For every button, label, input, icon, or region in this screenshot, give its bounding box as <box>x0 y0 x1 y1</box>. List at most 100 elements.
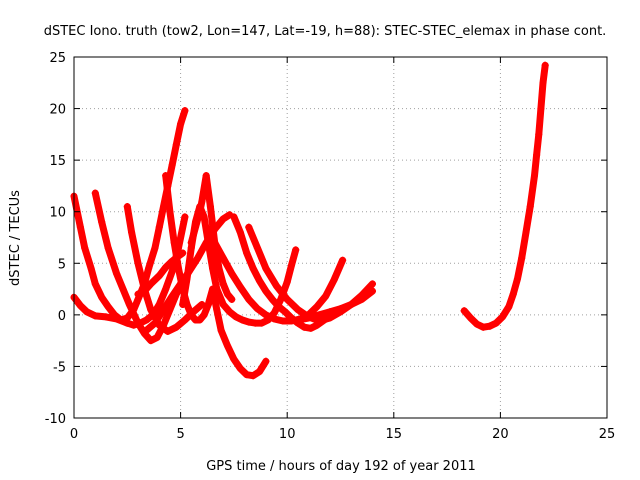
data-point <box>305 314 313 322</box>
y-tick-label: 25 <box>49 51 66 66</box>
data-point <box>145 264 153 272</box>
data-point <box>151 319 159 327</box>
data-point <box>196 316 204 324</box>
data-point <box>287 261 295 269</box>
data-point <box>273 282 281 290</box>
data-point <box>119 285 127 293</box>
data-point <box>102 313 110 321</box>
data-point <box>170 239 178 247</box>
y-tick-label: 5 <box>58 257 66 272</box>
data-point <box>198 197 206 205</box>
data-point <box>522 228 530 236</box>
data-point <box>283 295 291 303</box>
data-point <box>535 130 543 138</box>
data-point <box>307 324 315 332</box>
data-point <box>128 228 136 236</box>
data-point <box>326 308 334 316</box>
data-point <box>537 105 545 113</box>
data-point <box>187 239 195 247</box>
data-point <box>230 355 238 363</box>
data-point <box>251 319 259 327</box>
data-point <box>134 319 142 327</box>
data-point <box>268 295 276 303</box>
data-point <box>104 244 112 252</box>
data-series <box>294 287 376 324</box>
data-point <box>91 312 99 320</box>
data-point <box>147 306 155 314</box>
data-point <box>315 317 323 325</box>
series-trace <box>91 189 185 345</box>
data-point <box>87 264 95 272</box>
data-point <box>258 319 266 327</box>
data-point <box>104 303 112 311</box>
data-series <box>460 61 549 331</box>
x-tick-label: 15 <box>386 427 403 442</box>
data-point <box>518 254 526 262</box>
data-point <box>160 306 168 314</box>
data-point <box>262 287 270 295</box>
data-point <box>255 368 263 376</box>
data-point <box>539 79 547 87</box>
data-point <box>172 323 180 331</box>
y-axis: -10 -5 0 5 10 15 20 25 <box>45 51 607 427</box>
data-point <box>249 372 257 380</box>
data-point <box>198 301 206 309</box>
x-axis: 0 5 10 15 20 25 <box>70 57 615 442</box>
data-point <box>358 295 366 303</box>
y-tick-label: 15 <box>49 154 66 169</box>
y-tick-label: 20 <box>49 103 66 118</box>
data-point <box>117 316 125 324</box>
data-point <box>123 203 131 211</box>
data-point <box>368 287 376 295</box>
data-point <box>130 306 138 314</box>
data-point <box>230 213 238 221</box>
data-point <box>509 290 517 298</box>
data-series <box>108 107 189 324</box>
data-point <box>91 189 99 197</box>
data-point <box>172 141 180 149</box>
data-point <box>98 218 106 226</box>
data-point <box>219 301 227 309</box>
data-point <box>162 172 170 180</box>
data-point <box>330 276 338 284</box>
y-axis-label: dSTEC / TECUs <box>8 190 23 286</box>
data-point <box>181 107 189 115</box>
data-point <box>192 223 200 231</box>
data-point <box>219 215 227 223</box>
data-point <box>183 275 191 283</box>
data-point <box>151 244 159 252</box>
data-point <box>533 151 541 159</box>
data-point <box>219 280 227 288</box>
data-point <box>113 270 121 278</box>
data-point <box>206 203 214 211</box>
data-point <box>147 280 155 288</box>
data-point <box>162 263 170 271</box>
data-point <box>187 311 195 319</box>
data-point <box>142 316 150 324</box>
data-point <box>526 203 534 211</box>
data-point <box>513 275 521 283</box>
data-point <box>108 313 116 321</box>
data-point <box>245 295 253 303</box>
data-point <box>300 323 308 331</box>
data-point <box>315 311 323 319</box>
data-point <box>179 301 187 309</box>
data-point <box>292 246 300 254</box>
data-point <box>226 308 234 316</box>
chart-title: dSTEC Iono. truth (tow2, Lon=147, Lat=-1… <box>44 24 607 39</box>
data-point <box>245 318 253 326</box>
data-point <box>142 326 150 334</box>
data-point <box>200 311 208 319</box>
data-point <box>238 316 246 324</box>
data-point <box>181 213 189 221</box>
data-point <box>168 161 176 169</box>
data-point <box>262 357 270 365</box>
data-point <box>492 319 500 327</box>
data-point <box>460 307 468 315</box>
data-point <box>147 337 155 345</box>
data-point <box>499 313 507 321</box>
data-point <box>473 320 481 328</box>
data-point <box>204 301 212 309</box>
data-point <box>283 278 291 286</box>
